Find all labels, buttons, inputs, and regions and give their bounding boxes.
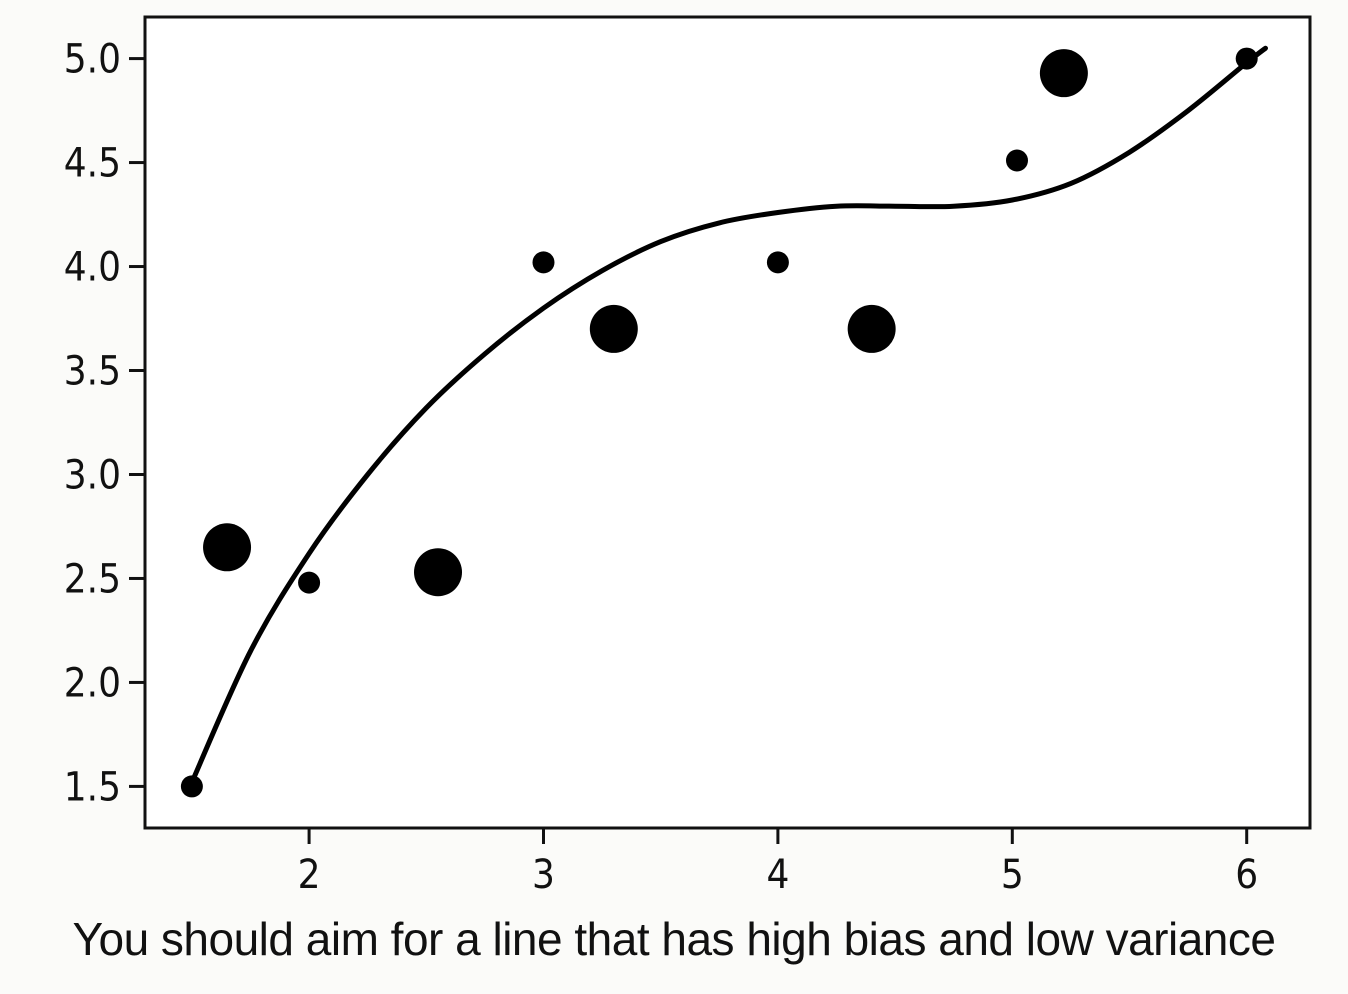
x-tick-label: 4 <box>766 852 789 898</box>
data-point-small <box>180 775 203 798</box>
data-point-small <box>298 571 321 594</box>
data-point-large <box>589 304 638 353</box>
data-point-large <box>203 523 252 572</box>
x-tick-label: 6 <box>1235 852 1258 898</box>
fit-curve <box>189 45 1268 785</box>
data-point-small <box>1235 47 1258 70</box>
y-tick-label: 2.5 <box>64 556 121 602</box>
y-tick-label: 3.5 <box>64 349 121 395</box>
y-tick-label: 5.0 <box>64 37 121 83</box>
caption: You should aim for a line that has high … <box>72 913 1276 965</box>
plot-frame <box>143 15 1312 830</box>
data-point-small <box>766 251 789 274</box>
x-tick-label: 2 <box>298 852 321 898</box>
x-axis: 2 3 4 5 6 <box>298 828 1258 898</box>
data-point-small <box>1005 149 1028 172</box>
y-tick-label: 1.5 <box>64 764 121 810</box>
data-point-large <box>414 548 463 597</box>
x-tick-label: 3 <box>532 852 555 898</box>
y-tick-label: 3.0 <box>64 452 121 498</box>
y-tick-label: 2.0 <box>64 660 121 706</box>
data-point-large <box>847 304 896 353</box>
x-tick-label: 5 <box>1001 852 1024 898</box>
data-points <box>180 47 1258 798</box>
data-point-large <box>1039 49 1088 98</box>
y-axis: 1.5 2.0 2.5 3.0 3.5 4.0 4.5 5.0 <box>64 37 145 810</box>
data-point-small <box>532 251 555 274</box>
y-tick-label: 4.0 <box>64 245 121 291</box>
y-tick-label: 4.5 <box>64 141 121 187</box>
